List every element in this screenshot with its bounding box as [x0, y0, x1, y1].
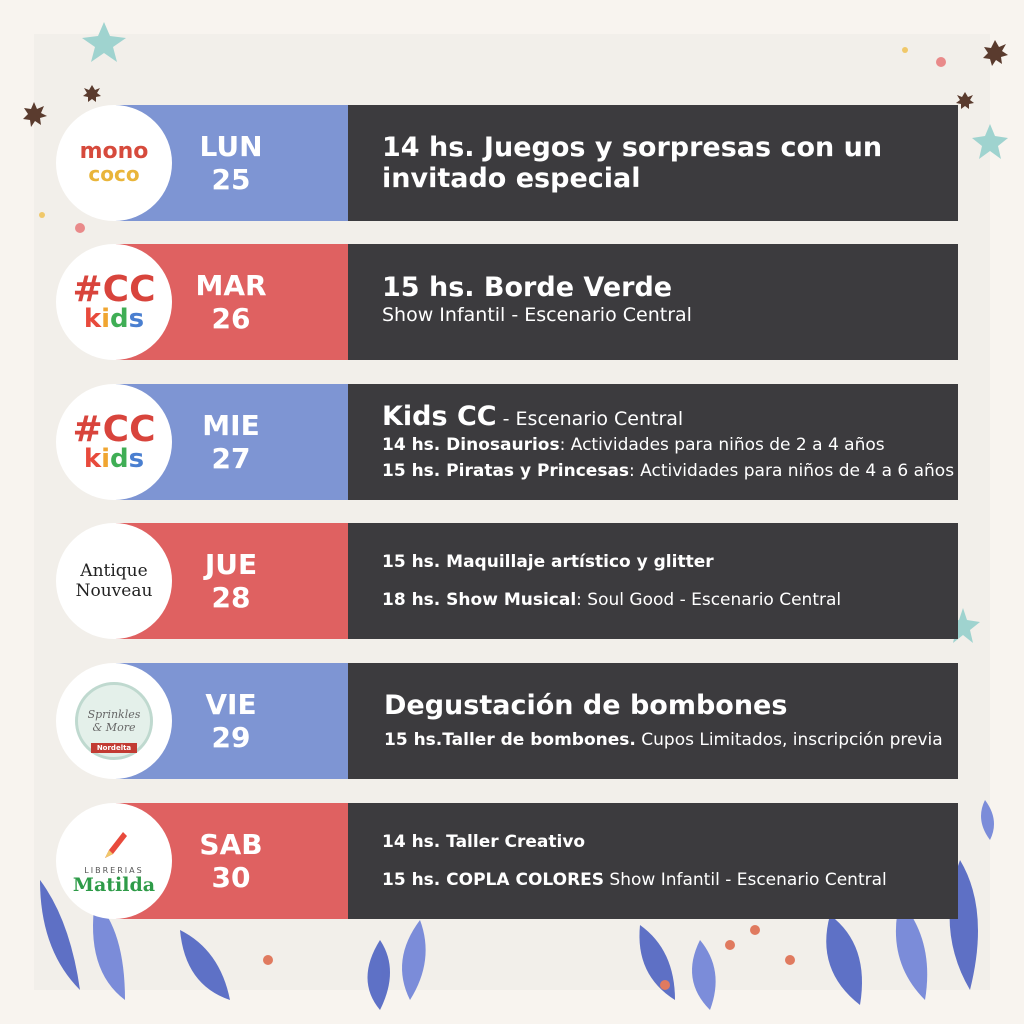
- logo-text: mono: [79, 139, 149, 164]
- item-desc: Cupos Limitados, inscripción previa: [635, 729, 943, 750]
- day-number: 30: [211, 861, 251, 894]
- event-item: 14 hs. Dinosaurios: Actividades para niñ…: [382, 432, 944, 458]
- weekday: SAB: [199, 828, 263, 861]
- date-label: SAB 30: [181, 803, 281, 919]
- logo-text: Matilda: [72, 873, 156, 896]
- event-item: 15 hs. COPLA COLORES Show Infantil - Esc…: [382, 867, 944, 893]
- item-desc: : Actividades para niños de 2 a 4 años: [559, 434, 885, 455]
- date-label: MIE 27: [181, 384, 281, 500]
- sprinkles-logo: Sprinkles & More Nordelta: [56, 663, 172, 779]
- day-number: 26: [211, 302, 251, 335]
- event-subtitle: Show Infantil - Escenario Central: [382, 304, 692, 326]
- logo-text: Nouveau: [75, 581, 153, 601]
- day-number: 29: [211, 721, 251, 754]
- event-item: 18 hs. Show Musical: Soul Good - Escenar…: [382, 587, 944, 613]
- logo-ribbon: Nordelta: [90, 743, 138, 753]
- antique-nouveau-logo: Antique Nouveau: [56, 523, 172, 639]
- date-label: VIE 29: [181, 663, 281, 779]
- event-title: 15 hs. Borde Verde: [382, 272, 673, 303]
- date-label: JUE 28: [181, 523, 281, 639]
- date-label: LUN 25: [181, 105, 281, 221]
- event-panel: 14 hs. Juegos y sorpresas con un invitad…: [348, 105, 958, 221]
- cc-kids-logo: #CC kids: [56, 244, 172, 360]
- logo-text: #CC: [72, 409, 156, 450]
- item-desc: : Actividades para niños de 4 a 6 años: [629, 460, 955, 481]
- logo-text: kids: [83, 304, 145, 334]
- logo-text: & More: [92, 721, 136, 734]
- weekday: LUN: [199, 130, 263, 163]
- logo-text: kids: [83, 444, 145, 474]
- event-panel: 14 hs. Taller Creativo 15 hs. COPLA COLO…: [348, 803, 958, 919]
- event-row-mie: #CC kids MIE 27 Kids CC - Escenario Cent…: [56, 384, 958, 500]
- librerias-matilda-logo: LIBRERIAS Matilda: [56, 803, 172, 919]
- item-desc: : Soul Good - Escenario Central: [576, 590, 842, 610]
- event-panel: Kids CC - Escenario Central 14 hs. Dinos…: [348, 384, 958, 500]
- event-panel: 15 hs. Maquillaje artístico y glitter 18…: [348, 523, 958, 639]
- event-panel: Degustación de bombones 15 hs.Taller de …: [348, 663, 958, 779]
- event-row-jue: Antique Nouveau JUE 28 15 hs. Maquillaje…: [56, 523, 958, 639]
- weekday: VIE: [205, 688, 257, 721]
- weekday: MIE: [202, 409, 260, 442]
- event-row-mar: #CC kids MAR 26 15 hs. Borde Verde Show …: [56, 244, 958, 360]
- pencil-icon: [105, 831, 127, 858]
- item-time: 15 hs.Taller de bombones.: [384, 729, 636, 750]
- weekday: MAR: [195, 269, 267, 302]
- event-item: 15 hs.Taller de bombones. Cupos Limitado…: [384, 727, 944, 753]
- item-desc: Show Infantil - Escenario Central: [604, 870, 887, 890]
- weekday: JUE: [204, 548, 258, 581]
- event-title-suffix: - Escenario Central: [496, 407, 684, 430]
- logo-text: coco: [88, 162, 140, 186]
- logo-text: Sprinkles: [87, 708, 141, 721]
- day-number: 25: [211, 163, 251, 196]
- item-time: 15 hs. Piratas y Princesas: [382, 460, 630, 481]
- event-title: 14 hs. Juegos y sorpresas con un invitad…: [382, 132, 883, 194]
- logo-text: Antique: [80, 561, 148, 581]
- item-time: 15 hs. COPLA COLORES: [382, 870, 605, 890]
- event-row-sab: LIBRERIAS Matilda SAB 30 14 hs. Taller C…: [56, 803, 958, 919]
- spacer: [382, 575, 944, 587]
- event-item: 14 hs. Taller Creativo: [382, 829, 944, 855]
- logo-text: #CC: [72, 269, 156, 310]
- event-row-vie: Sprinkles & More Nordelta VIE 29 Degusta…: [56, 663, 958, 779]
- item-time: 18 hs. Show Musical: [382, 590, 577, 610]
- logo-text: LIBRERIAS: [84, 865, 144, 875]
- event-title: Kids CC: [382, 400, 497, 432]
- item-time: 14 hs. Dinosaurios: [382, 434, 560, 455]
- day-number: 27: [211, 442, 251, 475]
- date-label: MAR 26: [181, 244, 281, 360]
- cc-kids-logo: #CC kids: [56, 384, 172, 500]
- spacer: [382, 855, 944, 867]
- item-time: 15 hs. Maquillaje artístico y glitter: [382, 552, 714, 572]
- event-title: Degustación de bombones: [384, 689, 788, 721]
- day-number: 28: [211, 581, 251, 614]
- event-panel: 15 hs. Borde Verde Show Infantil - Escen…: [348, 244, 958, 360]
- monococo-logo: mono coco: [56, 105, 172, 221]
- event-item: 15 hs. Piratas y Princesas: Actividades …: [382, 458, 954, 484]
- event-item: 15 hs. Maquillaje artístico y glitter: [382, 549, 944, 575]
- event-row-lun: mono coco LUN 25 14 hs. Juegos y sorpres…: [56, 105, 958, 221]
- item-time: 14 hs. Taller Creativo: [382, 832, 586, 852]
